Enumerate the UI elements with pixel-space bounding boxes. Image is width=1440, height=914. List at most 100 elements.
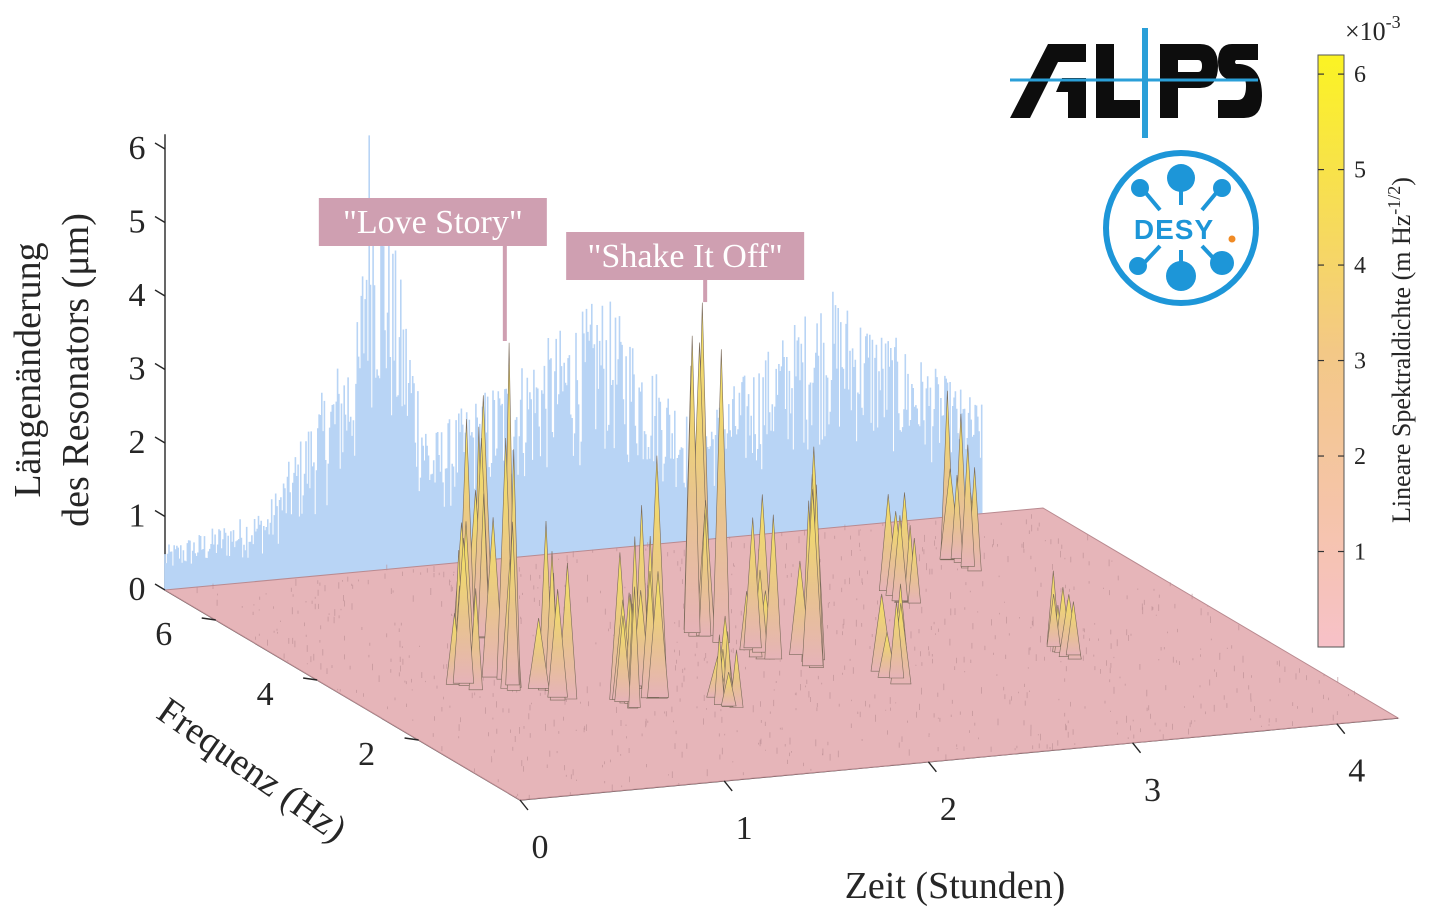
surface-peak — [1046, 570, 1082, 660]
y-tick-mark — [303, 677, 318, 681]
colorbar: 1 2 3 4 5 6 ×10-3 Lineare Spektraldichte (m H… — [1317, 12, 1416, 648]
y-tick-mark — [201, 617, 216, 621]
z-tick-label: 2 — [129, 424, 146, 461]
z-tick-mark — [154, 289, 166, 297]
z-tick-label: 0 — [129, 571, 146, 608]
z-tick-label: 4 — [129, 277, 146, 314]
peak-spike — [527, 617, 550, 689]
z-tick-mark — [154, 362, 166, 371]
surface-peak — [870, 583, 912, 685]
annotation-text: "Love Story" — [343, 204, 523, 241]
surface-peak — [739, 494, 783, 660]
z-tick-label: 6 — [129, 130, 146, 167]
peak-spike — [628, 586, 641, 708]
surface-peak — [878, 492, 921, 604]
peak-spike — [888, 601, 905, 679]
annotation-text: "Shake It Off" — [588, 238, 783, 275]
colorbar-tick-label: 4 — [1354, 253, 1366, 279]
z-tick-label: 1 — [129, 498, 146, 535]
x-tick-mark — [1336, 723, 1346, 735]
peak-spike — [547, 589, 568, 698]
surface-peak — [445, 521, 483, 691]
surface-peak — [609, 552, 641, 709]
colorbar-label-exp: -1/2 — [1384, 186, 1404, 215]
z-tick-label: 5 — [129, 204, 146, 241]
peak-spike — [505, 521, 520, 686]
colorbar-multiplier: ×10-3 — [1345, 12, 1401, 46]
colorbar-tick-label: 1 — [1354, 540, 1366, 566]
peak-spike — [907, 537, 921, 604]
x-tick-mark — [723, 780, 733, 792]
x-tick-label: 4 — [1348, 753, 1365, 790]
peak-spike — [960, 444, 975, 567]
z-axis-label-line1: Längenänderung — [7, 242, 49, 497]
peak-spike — [452, 537, 475, 684]
colorbar-label-main: Lineare Spektraldichte (m Hz — [1387, 215, 1416, 523]
time-series-layer — [164, 135, 983, 590]
colorbar-tick-label: 6 — [1354, 62, 1366, 88]
peak-spike — [614, 615, 632, 702]
z-tick-mark — [154, 509, 166, 518]
x-tick-label: 1 — [736, 810, 753, 847]
y-tick-label: 4 — [257, 676, 274, 713]
colorbar-label-close: ) — [1387, 177, 1416, 186]
peak-spike — [647, 571, 669, 698]
annotation-layer: "Love Story" "Shake It Off" — [318, 198, 805, 342]
z-tick-mark — [154, 436, 166, 444]
peak-spike — [683, 335, 701, 633]
z-tick-mark — [154, 583, 166, 591]
peak-spike — [801, 488, 824, 667]
peak-spike — [720, 672, 737, 707]
time-series-trace — [164, 135, 983, 590]
surface-peak — [481, 342, 522, 691]
x-tick-label: 3 — [1144, 772, 1161, 809]
desy-logo-text: DESY — [1134, 214, 1214, 245]
colorbar-label: Lineare Spektraldichte (m Hz-1/2) — [1384, 177, 1416, 523]
annotation-box — [318, 198, 547, 246]
peak-spike — [713, 634, 725, 705]
annotation: "Love Story" — [318, 198, 547, 342]
surface-peak — [683, 302, 731, 643]
peak-spike — [1065, 601, 1081, 656]
z-tick-mark — [154, 215, 166, 224]
x-tick-label: 2 — [940, 791, 957, 828]
z-tick-label: 3 — [129, 351, 146, 388]
colorbar-tick-label: 2 — [1354, 444, 1366, 470]
y-axis-label: Frequenz (Hz) — [150, 690, 355, 851]
x-tick-mark — [519, 799, 529, 811]
y-tick-label: 6 — [155, 616, 172, 653]
colorbar-tick-label: 3 — [1354, 349, 1366, 375]
peak-spike — [698, 510, 712, 637]
z-axis-label-line2: des Resonators (μm) — [55, 213, 97, 527]
surface-peak — [453, 395, 494, 639]
peak-spike — [743, 517, 762, 649]
peak-spike — [764, 514, 783, 660]
peak-spike — [712, 349, 731, 643]
z-tick-mark — [154, 142, 166, 150]
peak-spike — [1046, 593, 1061, 647]
surface-peak — [706, 615, 744, 708]
alps-logo — [1010, 28, 1262, 138]
colorbar-multiplier-base: ×10 — [1345, 17, 1386, 46]
y-tick-mark — [404, 737, 419, 741]
y-tick-label: 2 — [358, 736, 375, 773]
peak-spike — [950, 474, 964, 559]
surface-peak — [527, 520, 578, 701]
annotation-box — [566, 232, 805, 280]
desy-logo: DESY — [1103, 150, 1259, 306]
colorbar-gradient — [1317, 54, 1345, 648]
x-axis-label: Zeit (Stunden) — [845, 865, 1066, 907]
colorbar-tick-label: 5 — [1354, 158, 1366, 184]
x-tick-mark — [927, 761, 937, 773]
x-tick-label: 0 — [532, 829, 549, 866]
colorbar-multiplier-exp: -3 — [1386, 12, 1401, 32]
x-tick-mark — [1132, 742, 1142, 754]
colorbar-ticks: 1 2 3 4 5 6 — [1318, 62, 1366, 566]
surface-peaks — [445, 302, 1082, 709]
surface-peak — [789, 446, 825, 668]
peak-spike — [477, 493, 490, 638]
annotation: "Shake It Off" — [566, 232, 805, 303]
